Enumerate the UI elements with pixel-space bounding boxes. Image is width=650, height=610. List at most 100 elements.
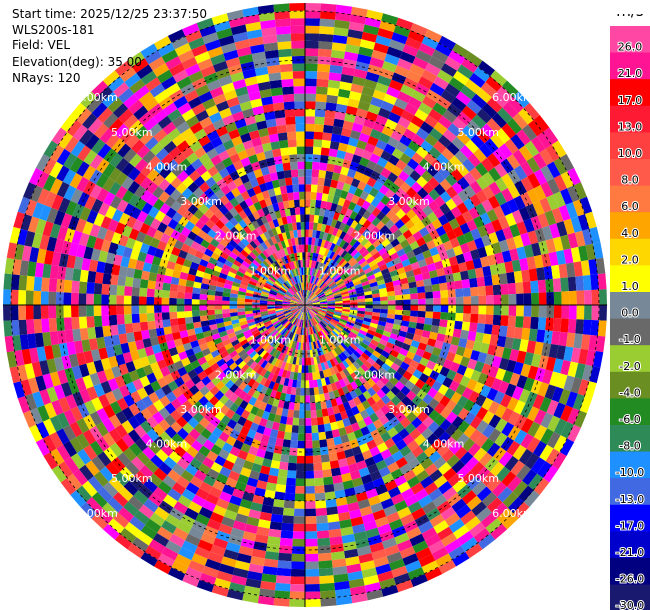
radar-gate-cell (375, 358, 385, 367)
radar-gate-cell (113, 82, 130, 98)
radar-gate-cell (215, 317, 224, 324)
radar-gate-cell (290, 237, 296, 246)
radar-gate-cell (51, 194, 64, 211)
radar-gate-cell (198, 506, 213, 519)
radar-gate-cell (445, 411, 458, 424)
radar-gate-cell (228, 470, 241, 482)
radar-gate-cell (340, 73, 354, 84)
radar-gate-cell (301, 312, 304, 320)
radar-gate-cell (296, 319, 301, 327)
radar-gate-cell (538, 305, 547, 318)
range-ring-label: 5.00km (111, 472, 153, 485)
radar-gate-cell (308, 342, 313, 351)
radar-gate-cell (244, 234, 253, 244)
radar-gate-cell (209, 486, 223, 499)
radar-gate-cell (89, 223, 101, 238)
radar-gate-cell (361, 449, 373, 461)
radar-gate-cell (310, 326, 315, 335)
radar-gate-cell (320, 200, 327, 209)
radar-gate-cell (448, 380, 460, 392)
radar-gate-cell (377, 27, 394, 40)
radar-gate-cell (298, 300, 305, 305)
radar-gate-cell (176, 76, 192, 90)
radar-gate-cell (224, 342, 234, 351)
radar-gate-cell (286, 477, 296, 486)
radar-gate-cell (175, 404, 188, 417)
radar-gate-cell (256, 323, 265, 329)
radar-gate-cell (341, 127, 352, 138)
radar-gate-cell (282, 302, 290, 305)
radar-gate-cell (470, 349, 481, 361)
radar-gate-cell (331, 172, 341, 182)
radar-gate-cell (558, 388, 571, 406)
radar-gate-cell (436, 500, 452, 514)
radar-gate-cell (197, 229, 208, 240)
radar-gate-cell (316, 314, 323, 321)
radar-gate-cell (182, 175, 194, 188)
radar-gate-cell (227, 332, 237, 339)
radar-gate-cell (123, 295, 132, 305)
radar-gate-cell (170, 370, 181, 381)
radar-gate-cell (516, 374, 528, 389)
radar-gate-cell (461, 321, 471, 331)
radar-gate-cell (269, 254, 277, 263)
radar-gate-cell (249, 178, 260, 188)
radar-gate-cell (218, 167, 230, 179)
radar-gate-cell (257, 595, 275, 606)
radar-gate-cell (344, 151, 354, 162)
radar-gate-cell (378, 354, 388, 363)
radar-gate-cell (83, 414, 96, 430)
radar-gate-cell (265, 387, 273, 397)
radar-gate-cell (339, 318, 348, 324)
radar-gate-cell (287, 462, 297, 471)
radar-gate-cell (359, 39, 376, 50)
radar-gate-cell (43, 140, 59, 158)
radar-gate-cell (412, 540, 429, 554)
radar-gate-cell (314, 477, 324, 486)
radar-gate-cell (283, 401, 290, 410)
radar-gate-cell (278, 178, 287, 187)
radar-gate-cell (347, 201, 357, 211)
radar-gate-cell (251, 372, 260, 381)
radar-gate-cell (239, 284, 248, 290)
radar-gate-cell (260, 434, 270, 444)
radar-gate-cell (384, 358, 394, 368)
radar-gate-cell (170, 409, 182, 422)
radar-gate-cell (178, 49, 195, 63)
radar-gate-cell (523, 352, 534, 366)
radar-gate-cell (262, 286, 271, 292)
radar-gate-cell (188, 526, 204, 540)
radar-gate-cell (465, 543, 483, 559)
radar-gate-cell (418, 298, 426, 305)
radar-gate-cell (350, 178, 361, 188)
radar-gate-cell (272, 148, 282, 158)
radar-gate-cell (463, 296, 472, 305)
radar-gate-cell (330, 133, 342, 143)
radar-gate-cell (243, 246, 252, 255)
radar-gate-cell (421, 527, 438, 541)
radar-gate-cell (291, 296, 299, 302)
radar-gate-cell (254, 487, 266, 498)
radar-gate-cell (258, 401, 268, 411)
radar-gate-cell (290, 169, 299, 178)
radar-gate-cell (204, 267, 214, 275)
radar-gate-cell (87, 118, 104, 134)
radar-gate-cell (512, 480, 528, 497)
radar-gate-cell (247, 387, 256, 397)
radar-gate-cell (440, 506, 456, 521)
radar-gate-cell (452, 372, 464, 384)
radar-gate-cell (305, 305, 311, 311)
radar-gate-cell (231, 285, 240, 291)
radar-gate-cell (365, 332, 374, 340)
radar-gate-cell (215, 260, 225, 269)
radar-gate-cell (332, 315, 341, 321)
radar-gate-cell (173, 263, 183, 272)
radar-gate-cell (262, 34, 278, 45)
radar-gate-cell (312, 260, 317, 269)
radar-gate-cell (290, 214, 297, 223)
radar-gate-cell (312, 372, 317, 381)
radar-gate-cell (416, 316, 426, 324)
radar-gate-cell (451, 459, 466, 474)
radar-gate-cell (349, 390, 358, 400)
radar-gate-cell (305, 161, 313, 170)
